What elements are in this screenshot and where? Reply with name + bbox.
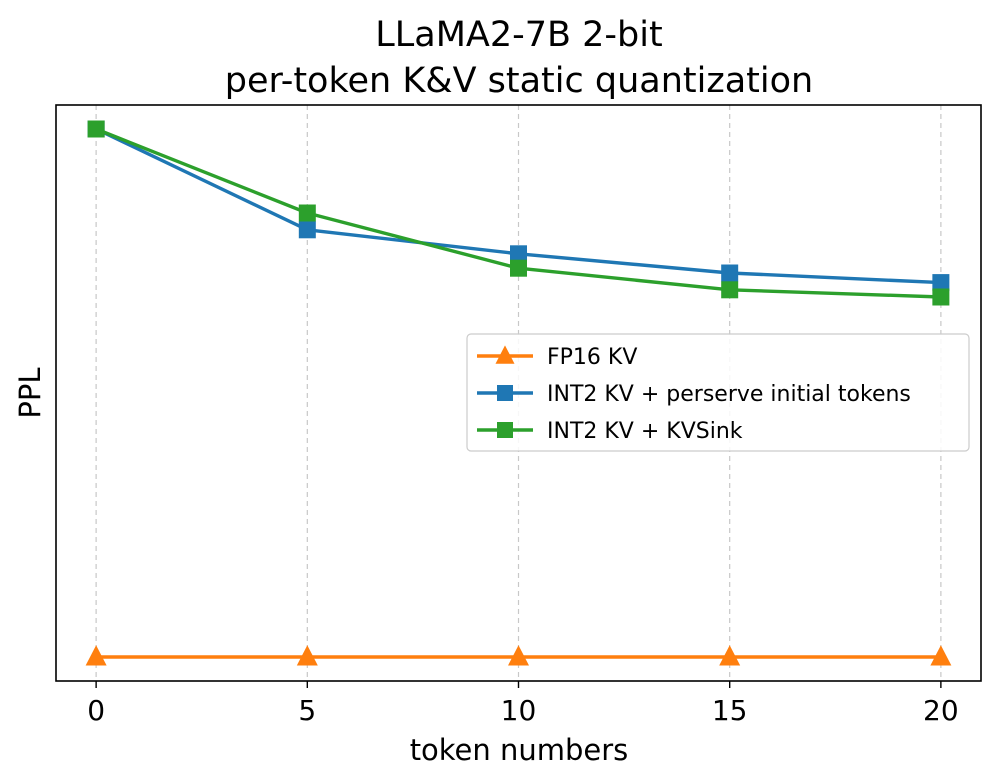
square-marker	[510, 245, 527, 263]
x-tick-label: 0	[87, 694, 105, 727]
x-axis-ticks: 0 5 10 15 20	[87, 681, 959, 727]
x-axis-label: token numbers	[410, 733, 629, 767]
series-1	[85, 645, 952, 666]
series-3	[87, 120, 950, 306]
series-layer	[85, 120, 952, 666]
legend-entry-label: FP16 KV	[547, 345, 637, 370]
chart-title-line2: per-token K&V static quantization	[225, 61, 813, 101]
triangle-marker	[719, 645, 741, 666]
triangle-marker	[508, 645, 529, 666]
triangle-marker	[85, 645, 107, 666]
x-tick-label: 20	[923, 694, 959, 727]
square-marker	[497, 422, 513, 438]
square-marker	[721, 264, 739, 282]
square-marker	[510, 259, 527, 277]
triangle-marker	[296, 645, 318, 666]
square-marker	[298, 221, 316, 239]
x-tick-label: 10	[501, 694, 537, 727]
legend-entry-label: INT2 KV + perserve initial tokens	[547, 382, 911, 407]
square-marker	[721, 281, 739, 299]
square-marker	[87, 120, 105, 138]
x-tick-label: 15	[712, 694, 748, 727]
square-marker	[932, 288, 950, 306]
square-marker	[298, 204, 316, 222]
triangle-marker	[495, 345, 515, 364]
square-marker	[497, 385, 513, 401]
y-axis-label: PPL	[13, 367, 47, 418]
legend: FP16 KV INT2 KV + perserve initial tokens…	[466, 333, 970, 452]
legend-box	[466, 333, 970, 452]
square-marker	[932, 274, 950, 292]
chart-title-line1: LLaMA2-7B 2-bit	[375, 15, 662, 55]
x-tick-label: 5	[298, 694, 316, 727]
triangle-marker	[930, 645, 952, 666]
legend-entry-label: INT2 KV + KVSink	[547, 419, 743, 444]
